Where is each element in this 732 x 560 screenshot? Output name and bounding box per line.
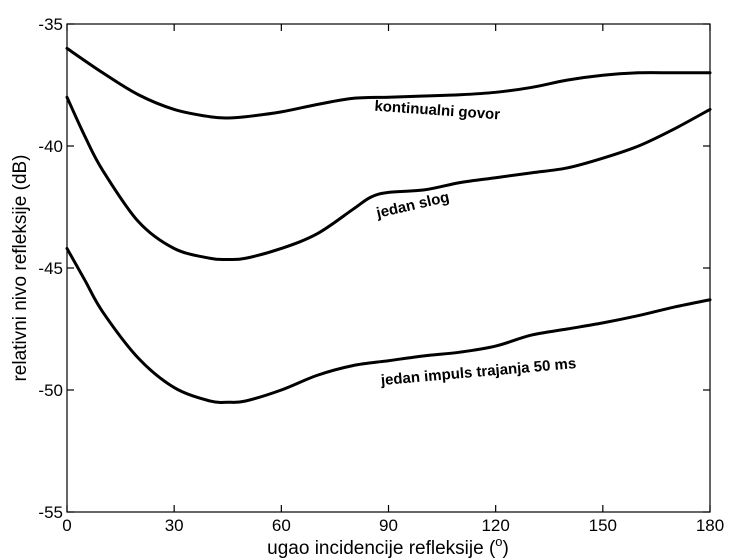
x-axis-label-unit: o — [495, 534, 502, 549]
y-tick-label: -40 — [38, 137, 63, 156]
series-line-1 — [65, 46, 712, 120]
x-tick-label: 30 — [165, 516, 184, 535]
x-tick-label: 120 — [481, 516, 509, 535]
x-axis-label-close: ) — [503, 538, 509, 559]
x-tick-label: 60 — [272, 516, 291, 535]
series-label-1: kontinualni govor — [374, 98, 501, 124]
y-tick-label: -45 — [38, 259, 63, 278]
series-line-3 — [65, 246, 712, 405]
y-tick-label: -55 — [38, 503, 63, 522]
x-axis-label: ugao incidencije refleksije (o) — [267, 534, 509, 559]
y-axis-label: relativni nivo refleksije (dB) — [10, 154, 31, 381]
x-tick-label: 180 — [696, 516, 724, 535]
y-tick-label: -50 — [38, 381, 63, 400]
x-tick-label: 0 — [62, 516, 71, 535]
series-label-3: jedan impuls trajanja 50 ms — [379, 355, 577, 389]
y-tick-labels: -55 -50 -45 -40 -35 — [38, 15, 63, 522]
x-tick-labels: 0 30 60 90 120 150 180 — [62, 516, 724, 535]
x-tick-label: 150 — [589, 516, 617, 535]
y-tick-label: -35 — [38, 15, 63, 34]
x-tick-label: 90 — [379, 516, 398, 535]
curves — [65, 46, 712, 405]
axis-ticks — [66, 23, 711, 513]
series-line-2 — [65, 95, 712, 262]
